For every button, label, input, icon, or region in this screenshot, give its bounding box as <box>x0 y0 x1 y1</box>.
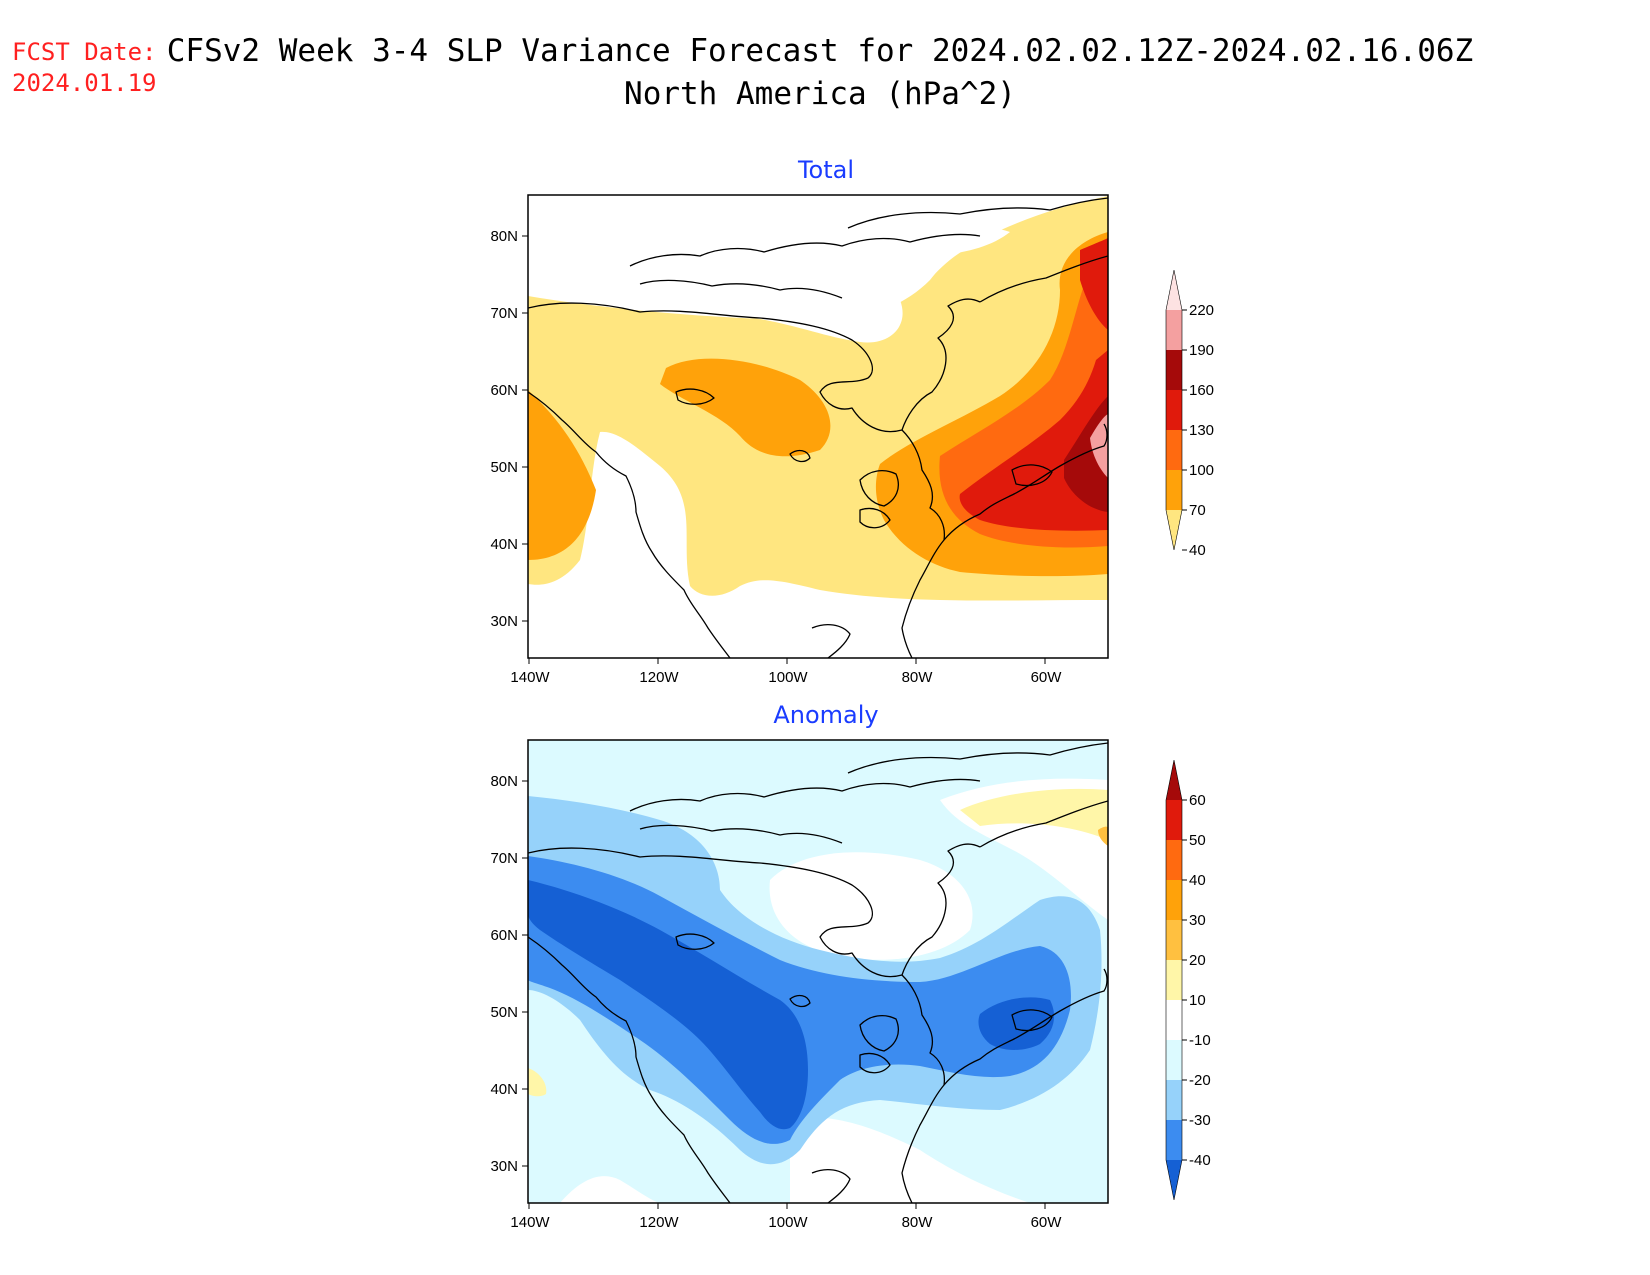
total-lon-tick-140w: 140W <box>510 669 550 686</box>
total-colorbar-label: 220 <box>1189 302 1214 319</box>
anomaly-colorbar-bottom-cap <box>1166 1160 1182 1200</box>
total-lat-tick-50: 50N <box>490 459 518 476</box>
anomaly-lat-tick-50: 50N <box>490 1004 518 1021</box>
anomaly-lat-tick-70: 70N <box>490 850 518 867</box>
total-lon-tick-100w: 100W <box>768 669 808 686</box>
fcst-date-value: 2024.01.19 <box>12 69 157 97</box>
total-map-frame <box>527 194 1109 659</box>
anomaly-lat-tick-30: 30N <box>490 1158 518 1175</box>
anomaly-colorbar-segment <box>1166 840 1182 880</box>
anomaly-lat-tick-40: 40N <box>490 1081 518 1098</box>
total-lon-tick-80w: 80W <box>902 669 934 686</box>
total-colorbar-label: 40 <box>1189 542 1206 559</box>
anomaly-colorbar-segment <box>1166 1120 1182 1160</box>
total-lon-tick-120w: 120W <box>639 669 679 686</box>
total-lat-tick-70: 70N <box>490 305 518 322</box>
anomaly-colorbar-segment <box>1166 920 1182 960</box>
panel-title-total: Total <box>797 156 854 184</box>
anomaly-colorbar-label: 40 <box>1189 872 1206 889</box>
anomaly-lon-tick-140w: 140W <box>510 1214 550 1231</box>
anomaly-lon-axis: 140W 120W 100W 80W 60W <box>510 1203 1062 1231</box>
anomaly-colorbar-segment <box>1166 1080 1182 1120</box>
anomaly-lat-axis: 80N 70N 60N 50N 40N 30N <box>490 773 528 1175</box>
total-colorbar-segment <box>1166 470 1182 510</box>
anomaly-colorbar-label: -10 <box>1189 1032 1211 1049</box>
anomaly-colorbar-label: 30 <box>1189 912 1206 929</box>
anomaly-lat-tick-80: 80N <box>490 773 518 790</box>
anomaly-lon-tick-80w: 80W <box>902 1214 934 1231</box>
anomaly-colorbar-segment <box>1166 1040 1182 1080</box>
total-colorbar-top-cap <box>1166 270 1182 310</box>
anomaly-colorbar-label: 60 <box>1189 792 1206 809</box>
total-map <box>528 195 1108 658</box>
figure-subtitle: North America (hPa^2) <box>624 76 1016 112</box>
total-colorbar-segment <box>1166 350 1182 390</box>
anomaly-colorbar-segment <box>1166 880 1182 920</box>
total-lon-tick-60w: 60W <box>1031 669 1063 686</box>
anomaly-colorbar-label: -20 <box>1189 1072 1211 1089</box>
anomaly-colorbar-label: -30 <box>1189 1112 1211 1129</box>
total-lat-axis: 80N 70N 60N 50N 40N 30N <box>490 228 528 630</box>
anomaly-colorbar-label: 20 <box>1189 952 1206 969</box>
anomaly-colorbar-segment <box>1166 1000 1182 1040</box>
anomaly-map-frame <box>527 739 1109 1204</box>
anomaly-colorbar-label: 50 <box>1189 832 1206 849</box>
total-colorbar-segment <box>1166 310 1182 350</box>
total-lat-tick-80: 80N <box>490 228 518 245</box>
anomaly-lon-tick-100w: 100W <box>768 1214 808 1231</box>
anomaly-lon-tick-60w: 60W <box>1031 1214 1063 1231</box>
total-colorbar-label: 100 <box>1189 462 1214 479</box>
figure-title: CFSv2 Week 3-4 SLP Variance Forecast for… <box>167 33 1473 69</box>
total-colorbar: 220 190 160 130 100 70 40 <box>1165 269 1214 559</box>
total-lon-axis: 140W 120W 100W 80W 60W <box>510 658 1062 686</box>
total-colorbar-label: 160 <box>1189 382 1214 399</box>
anomaly-map <box>528 740 1108 1203</box>
total-colorbar-segment <box>1166 430 1182 470</box>
total-lat-tick-40: 40N <box>490 536 518 553</box>
anomaly-colorbar: 60 50 40 30 20 10 -10 -20 -30 -40 <box>1165 759 1211 1201</box>
anomaly-colorbar-label: 10 <box>1189 992 1206 1009</box>
panel-title-anomaly: Anomaly <box>773 701 878 729</box>
anomaly-lat-tick-60: 60N <box>490 927 518 944</box>
total-colorbar-bottom-cap <box>1166 510 1182 550</box>
anomaly-colorbar-label: -40 <box>1189 1152 1211 1169</box>
total-colorbar-segment <box>1166 390 1182 430</box>
total-colorbar-label: 130 <box>1189 422 1214 439</box>
anomaly-colorbar-segment <box>1166 800 1182 840</box>
total-colorbar-label: 70 <box>1189 502 1206 519</box>
fcst-date-label: FCST Date: <box>12 38 157 66</box>
total-lat-tick-30: 30N <box>490 613 518 630</box>
total-colorbar-label: 190 <box>1189 342 1214 359</box>
anomaly-colorbar-segment <box>1166 960 1182 1000</box>
anomaly-colorbar-top-cap <box>1166 760 1182 800</box>
total-lat-tick-60: 60N <box>490 382 518 399</box>
anomaly-lon-tick-120w: 120W <box>639 1214 679 1231</box>
